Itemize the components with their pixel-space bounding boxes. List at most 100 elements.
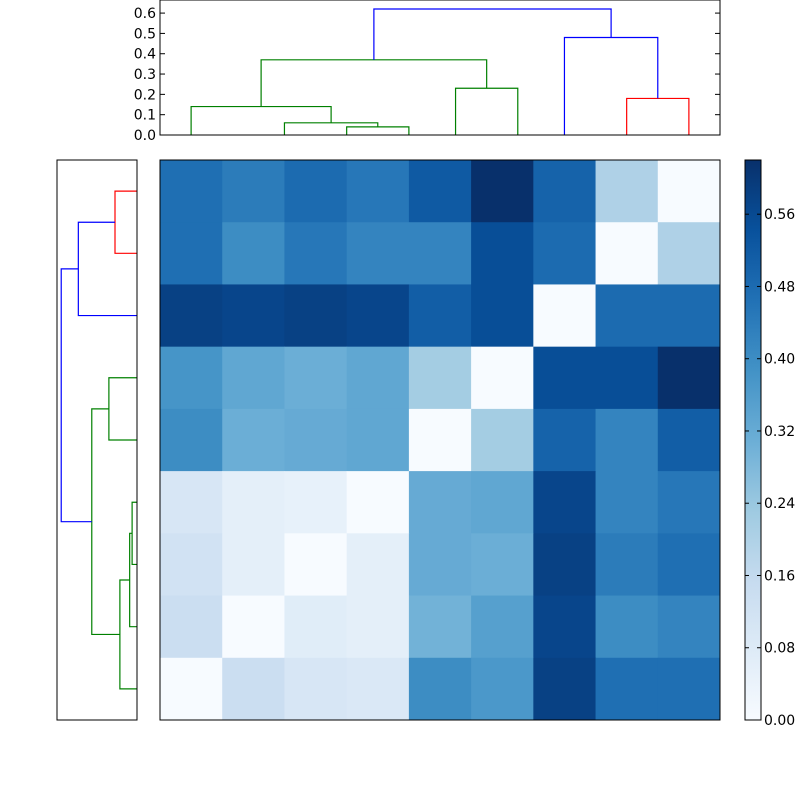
colorbar-tick-label: 0.24 bbox=[764, 496, 795, 512]
top-dendrogram-ytick-label: 0.6 bbox=[134, 6, 156, 22]
heatmap-cell-r6-c3 bbox=[346, 533, 410, 597]
top-dendrogram: 0.0 0.1 0.2 0.3 0.4 0.5 0.6 bbox=[134, 0, 721, 144]
top-dendrogram-ytick-label: 0.3 bbox=[134, 67, 156, 83]
heatmap-cell-r0-c3 bbox=[346, 160, 410, 223]
heatmap-cell-r8-c8 bbox=[657, 657, 721, 721]
colorbar-tick-label: 0.56 bbox=[764, 207, 795, 223]
heatmap-cell-r2-c1 bbox=[222, 284, 285, 348]
heatmap-cell-r3-c1 bbox=[222, 346, 285, 410]
heatmap-cell-r1-c2 bbox=[284, 222, 348, 285]
heatmap-cell-r1-c4 bbox=[408, 222, 472, 285]
heatmap-cell-r4-c0 bbox=[160, 408, 223, 472]
heatmap-cell-r6-c0 bbox=[160, 533, 223, 597]
heatmap-cell-r8-c7 bbox=[595, 657, 659, 721]
heatmap-cell-r7-c3 bbox=[346, 595, 410, 659]
heatmap-cell-r6-c1 bbox=[222, 533, 285, 597]
colorbar-tick-label: 0.32 bbox=[764, 424, 795, 440]
left-dendrogram-link-7 bbox=[60, 268, 92, 523]
colorbar: 0.00 0.08 0.16 0.24 0.32 0.40 0.48 0.56 bbox=[744, 159, 795, 729]
colorbar-gradient bbox=[745, 160, 761, 720]
top-dendrogram-ytick-label: 0.5 bbox=[134, 26, 156, 42]
colorbar-tick-label: 0.16 bbox=[764, 568, 795, 584]
heatmap-cell-r3-c3 bbox=[346, 346, 410, 410]
heatmap-cell-r0-c4 bbox=[408, 160, 472, 223]
heatmap-cell-r5-c6 bbox=[533, 471, 597, 534]
heatmap-cell-r4-c7 bbox=[595, 408, 659, 472]
heatmap-cell-r1-c0 bbox=[160, 222, 223, 285]
heatmap-cell-r4-c6 bbox=[533, 408, 597, 472]
heatmap-cell-r6-c2 bbox=[284, 533, 348, 597]
heatmap-cell-r0-c5 bbox=[471, 160, 534, 223]
heatmap-cell-r5-c2 bbox=[284, 471, 348, 534]
colorbar-frame bbox=[744, 159, 762, 721]
heatmap-cell-r7-c2 bbox=[284, 595, 348, 659]
heatmap-cell-r2-c2 bbox=[284, 284, 348, 348]
heatmap-cell-r0-c0 bbox=[160, 160, 223, 223]
heatmap-cell-r3-c8 bbox=[657, 346, 721, 410]
heatmap-cell-r3-c6 bbox=[533, 346, 597, 410]
heatmap-cell-r1-c5 bbox=[471, 222, 534, 285]
heatmap-cell-r7-c7 bbox=[595, 595, 659, 659]
heatmap-cell-r4-c1 bbox=[222, 408, 285, 472]
heatmap-cell-r1-c6 bbox=[533, 222, 597, 285]
colorbar-tick-label: 0.08 bbox=[764, 641, 795, 657]
heatmap-cell-r8-c2 bbox=[284, 657, 348, 721]
heatmap-cell-r3-c5 bbox=[471, 346, 534, 410]
left-dendrogram bbox=[56, 159, 138, 721]
heatmap-cell-r7-c1 bbox=[222, 595, 285, 659]
heatmap-cell-r2-c4 bbox=[408, 284, 472, 348]
heatmap-cell-r1-c1 bbox=[222, 222, 285, 285]
top-dendrogram-ytick-label: 0.2 bbox=[134, 87, 156, 103]
heatmap-cell-r3-c0 bbox=[160, 346, 223, 410]
heatmap-cell-r4-c5 bbox=[471, 408, 534, 472]
heatmap-cell-r5-c4 bbox=[408, 471, 472, 534]
heatmap-cell-r3-c7 bbox=[595, 346, 659, 410]
heatmap-cell-r0-c2 bbox=[284, 160, 348, 223]
heatmap-matrix bbox=[159, 159, 721, 721]
heatmap-cell-r1-c7 bbox=[595, 222, 659, 285]
heatmap-cell-r8-c4 bbox=[408, 657, 472, 721]
heatmap-cell-r7-c8 bbox=[657, 595, 721, 659]
top-dendrogram-link-7 bbox=[373, 8, 612, 60]
heatmap-cell-r8-c5 bbox=[471, 657, 534, 721]
heatmap-cell-r4-c2 bbox=[284, 408, 348, 472]
top-dendrogram-ytick-label: 0.0 bbox=[134, 128, 156, 144]
top-dendrogram-frame bbox=[159, 0, 721, 136]
heatmap-cell-r6-c7 bbox=[595, 533, 659, 597]
top-dendrogram-ytick-label: 0.1 bbox=[134, 108, 156, 124]
heatmap-cell-r8-c3 bbox=[346, 657, 410, 721]
heatmap-cell-r3-c2 bbox=[284, 346, 348, 410]
heatmap-cell-r0-c1 bbox=[222, 160, 285, 223]
heatmap-cell-r2-c3 bbox=[346, 284, 410, 348]
left-dendrogram-frame bbox=[56, 159, 138, 721]
heatmap-cell-r5-c0 bbox=[160, 471, 223, 534]
heatmap-cell-r5-c8 bbox=[657, 471, 721, 534]
heatmap-cell-r5-c7 bbox=[595, 471, 659, 534]
heatmap-cell-r2-c7 bbox=[595, 284, 659, 348]
heatmap-cell-r1-c8 bbox=[657, 222, 721, 285]
heatmap-cell-r6-c6 bbox=[533, 533, 597, 597]
colorbar-tick-label: 0.00 bbox=[764, 713, 795, 729]
heatmap-cell-r2-c6 bbox=[533, 284, 597, 348]
heatmap-cell-r5-c1 bbox=[222, 471, 285, 534]
colorbar-tick-label: 0.40 bbox=[764, 352, 795, 368]
heatmap-cell-r8-c0 bbox=[160, 657, 223, 721]
heatmap-cell-r2-c8 bbox=[657, 284, 721, 348]
heatmap-cell-r5-c5 bbox=[471, 471, 534, 534]
heatmap-cell-r7-c0 bbox=[160, 595, 223, 659]
heatmap-cell-r4-c3 bbox=[346, 408, 410, 472]
heatmap-cell-r3-c4 bbox=[408, 346, 472, 410]
heatmap-cell-r8-c1 bbox=[222, 657, 285, 721]
heatmap-cell-r6-c4 bbox=[408, 533, 472, 597]
heatmap-cell-r0-c7 bbox=[595, 160, 659, 223]
heatmap-cell-r7-c4 bbox=[408, 595, 472, 659]
top-dendrogram-ytick-label: 0.4 bbox=[134, 47, 156, 63]
heatmap-cell-r7-c5 bbox=[471, 595, 534, 659]
heatmap-cell-r5-c3 bbox=[346, 471, 410, 534]
colorbar-tick-label: 0.48 bbox=[764, 279, 795, 295]
heatmap-cell-r4-c4 bbox=[408, 408, 472, 472]
heatmap-cell-r2-c0 bbox=[160, 284, 223, 348]
heatmap-cell-r6-c8 bbox=[657, 533, 721, 597]
heatmap-cell-r4-c8 bbox=[657, 408, 721, 472]
